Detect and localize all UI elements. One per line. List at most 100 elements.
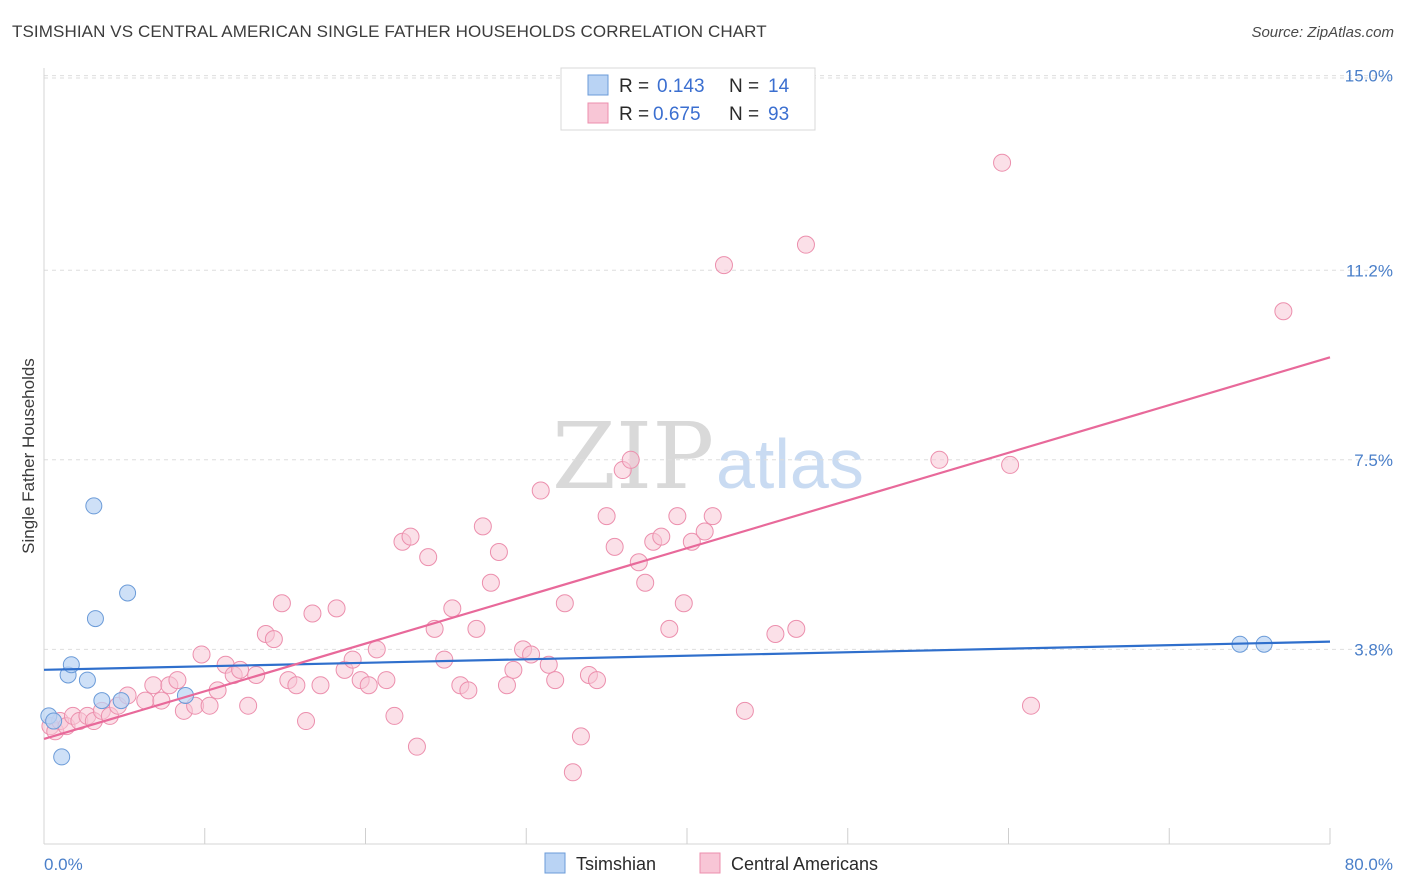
y-tick-label: 11.2% — [1346, 261, 1393, 280]
tsimshian-point — [119, 584, 137, 602]
legend-swatch-tsimshian — [587, 74, 609, 96]
central-americans-point — [297, 712, 316, 731]
central-americans-point — [144, 676, 163, 695]
central-americans-point — [327, 599, 346, 618]
central-americans-point — [459, 681, 478, 700]
central-americans-point — [467, 619, 486, 638]
central-americans-point — [597, 507, 616, 526]
central-americans-point — [192, 645, 211, 664]
central-americans-point — [796, 235, 815, 254]
central-americans-point — [385, 706, 404, 725]
legend-n-label-1: N = — [729, 76, 759, 97]
bottom-legend-swatch-tsimshian — [544, 852, 566, 874]
central-americans-point — [1022, 696, 1041, 715]
tsimshian-trend-line — [43, 640, 1331, 671]
central-americans-point — [481, 573, 500, 592]
legend-r-value-1: 0.143 — [657, 76, 705, 97]
y-tick-label: 3.8% — [1354, 640, 1393, 659]
central-americans-point — [993, 153, 1012, 172]
central-americans-point — [489, 543, 508, 562]
central-americans-point — [377, 671, 396, 690]
tsimshian-point — [112, 692, 130, 710]
bottom-legend-label-central-americans: Central Americans — [731, 854, 878, 874]
central-americans-point — [531, 481, 550, 500]
central-americans-point — [1274, 302, 1293, 321]
tsimshian-points — [40, 497, 1273, 766]
central-americans-point — [200, 696, 219, 715]
central-americans-point — [359, 676, 378, 695]
central-americans-point — [497, 676, 516, 695]
y-tick-label: 7.5% — [1354, 451, 1393, 470]
central-americans-point — [504, 660, 523, 679]
central-americans-point — [587, 671, 606, 690]
central-americans-point — [539, 655, 558, 674]
central-americans-point — [571, 727, 590, 746]
x-tick-label-min: 0.0% — [44, 855, 83, 874]
central-americans-point — [695, 522, 714, 541]
central-americans-point — [231, 660, 250, 679]
y-tick-label: 15.0% — [1345, 67, 1393, 86]
central-americans-point — [766, 624, 785, 643]
x-tick-label-max: 80.0% — [1345, 855, 1393, 874]
central-americans-point — [563, 763, 582, 782]
legend-r-label-2: R = — [619, 104, 649, 125]
bottom-legend-label-tsimshian: Tsimshian — [576, 854, 656, 874]
central-americans-point — [674, 594, 693, 613]
source-label: Source: ZipAtlas.com — [1251, 24, 1394, 41]
central-americans-point — [407, 737, 426, 756]
central-americans-point — [303, 604, 322, 623]
tsimshian-point — [78, 671, 96, 689]
legend-n-value-1: 14 — [768, 76, 790, 97]
central-americans-points — [41, 153, 1293, 782]
central-americans-point — [239, 696, 258, 715]
central-americans-point — [443, 599, 462, 618]
tsimshian-point — [85, 497, 103, 515]
tsimshian-point — [86, 610, 104, 628]
legend-n-label-2: N = — [729, 104, 759, 125]
legend: R = 0.143 N = 14 R = 0.675 N = 93 — [560, 67, 816, 131]
central-americans-point — [401, 527, 420, 546]
central-americans-point — [367, 640, 386, 659]
central-americans-point — [555, 594, 574, 613]
central-americans-point — [287, 676, 306, 695]
central-americans-point — [1001, 455, 1020, 474]
central-americans-point — [272, 594, 291, 613]
central-americans-trend-line — [43, 356, 1331, 741]
central-americans-point — [605, 537, 624, 556]
bottom-legend-swatch-central-americans — [699, 852, 721, 874]
legend-swatch-central-americans — [587, 102, 609, 124]
y-axis-title: Single Father Households — [19, 358, 38, 554]
y-tick-labels: 3.8% 7.5% 11.2% 15.0% — [1345, 67, 1393, 660]
legend-r-value-2: 0.675 — [653, 104, 701, 125]
central-americans-point — [419, 548, 438, 567]
central-americans-point — [473, 517, 492, 536]
bottom-legend: Tsimshian Central Americans — [544, 852, 878, 874]
central-americans-point — [343, 650, 362, 669]
central-americans-point — [636, 573, 655, 592]
central-americans-point — [735, 701, 754, 720]
central-americans-point — [546, 671, 565, 690]
central-americans-point — [652, 527, 671, 546]
central-americans-point — [930, 450, 949, 469]
legend-r-label-1: R = — [619, 76, 649, 97]
tsimshian-point — [45, 712, 63, 730]
central-americans-point — [703, 507, 722, 526]
central-americans-point — [522, 645, 541, 664]
central-americans-point — [311, 676, 330, 695]
central-americans-point — [714, 256, 733, 275]
gridlines — [44, 75, 1393, 650]
tsimshian-point — [53, 748, 71, 766]
legend-n-value-2: 93 — [768, 104, 789, 125]
central-americans-point — [660, 619, 679, 638]
central-americans-point — [787, 619, 806, 638]
central-americans-point — [435, 650, 454, 669]
central-americans-point — [168, 671, 187, 690]
central-americans-point — [264, 630, 283, 649]
central-americans-point — [668, 507, 687, 526]
chart-title: TSIMSHIAN VS CENTRAL AMERICAN SINGLE FAT… — [12, 22, 767, 41]
tsimshian-point — [93, 692, 111, 710]
central-americans-point — [621, 450, 640, 469]
watermark-atlas: atlas — [716, 425, 864, 503]
x-tick-marks — [204, 828, 1331, 844]
